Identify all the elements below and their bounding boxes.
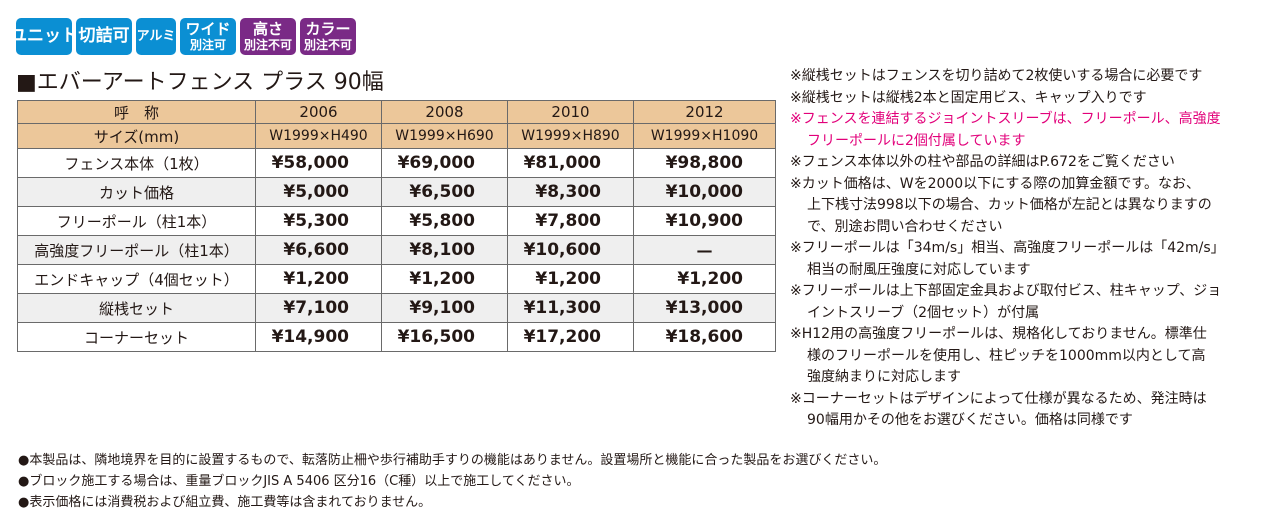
price-cell: ¥10,000 xyxy=(633,177,776,207)
product-title: ■エバーアートフェンス プラス 90幅 xyxy=(16,70,384,95)
badge-height-label: 高さ xyxy=(252,20,283,38)
size-cell: W1999×H690 xyxy=(381,123,508,149)
badge-cuttable: 切詰可 xyxy=(76,18,132,55)
badge-unit: ユニット xyxy=(10,18,78,55)
table-row: コーナーセット ¥14,900 ¥16,500 ¥17,200 ¥18,600 xyxy=(17,322,776,352)
note-line: 様のフリーポールを使用し、柱ピッチを1000mm以内として高 xyxy=(807,347,1206,364)
size-cell: W1999×H890 xyxy=(507,123,634,149)
price-cell: ¥1,200 xyxy=(255,264,382,294)
note-line: ※フリーポールは「34m/s」相当、高強度フリーポールは「42m/s」 xyxy=(790,240,1225,256)
note-line: イントスリーブ（2個セット）が付属 xyxy=(807,304,1040,321)
note-line: ※縦桟セットはフェンスを切り詰めて2枚使いする場合に必要です xyxy=(790,68,1203,84)
note-line: 強度納まりに対応します xyxy=(807,369,961,385)
badge-color-sub: 別注不可 xyxy=(303,38,352,52)
table-header-row: 呼 称 2006 2008 2010 2012 xyxy=(17,100,776,124)
size-cell: W1999×H1090 xyxy=(633,123,776,149)
price-cell: ¥1,200 xyxy=(381,264,508,294)
price-cell: ¥17,200 xyxy=(507,322,634,352)
header-col: 2010 xyxy=(507,100,634,124)
footnote: ●ブロック施工する場合は、重量ブロックJIS A 5406 区分16（C種）以上… xyxy=(18,474,580,489)
price-cell: ¥69,000 xyxy=(381,148,508,178)
footnotes: ●本製品は、隣地境界を目的に設置するもので、転落防止柵や歩行補助手すりの機能はあ… xyxy=(18,450,886,513)
header-col: 2012 xyxy=(633,100,776,124)
footnote: ●本製品は、隣地境界を目的に設置するもので、転落防止柵や歩行補助手すりの機能はあ… xyxy=(18,453,887,468)
row-label: 縦桟セット xyxy=(17,293,256,323)
table-row: 高強度フリーポール（柱1本） ¥6,600 ¥8,100 ¥10,600 — xyxy=(17,235,776,265)
price-table: 呼 称 2006 2008 2010 2012 サイズ(mm) W1999×H4… xyxy=(17,100,776,352)
size-cell: W1999×H490 xyxy=(255,123,382,149)
price-cell: ¥10,600 xyxy=(507,235,634,265)
size-label: サイズ(mm) xyxy=(17,123,256,149)
price-cell: ¥8,100 xyxy=(381,235,508,265)
table-row: 縦桟セット ¥7,100 ¥9,100 ¥11,300 ¥13,000 xyxy=(17,293,776,323)
price-cell: ¥10,900 xyxy=(633,206,776,236)
price-cell: ¥5,000 xyxy=(255,177,382,207)
table-row: フリーポール（柱1本） ¥5,300 ¥5,800 ¥7,800 ¥10,900 xyxy=(17,206,776,236)
table-row: フェンス本体（1枚） ¥58,000 ¥69,000 ¥81,000 ¥98,8… xyxy=(17,148,776,178)
row-label: フリーポール（柱1本） xyxy=(17,206,256,236)
badge-color-label: カラー xyxy=(305,20,351,38)
price-cell: ¥1,200 xyxy=(507,264,634,294)
note-line-highlight: フリーポールに2個付属しています xyxy=(807,132,1026,149)
header-label: 呼 称 xyxy=(17,100,256,124)
price-cell: ¥7,800 xyxy=(507,206,634,236)
badge-aluminum: アルミ xyxy=(136,18,176,55)
note-line: で、別途お問い合わせください xyxy=(807,218,1003,235)
price-cell: ¥8,300 xyxy=(507,177,634,207)
note-line: ※H12用の高強度フリーポールは、規格化しておりません。標準仕 xyxy=(790,326,1207,342)
price-cell: ¥81,000 xyxy=(507,148,634,178)
price-cell: ¥7,100 xyxy=(255,293,382,323)
note-line: 90幅用かその他をお選びください。価格は同様です xyxy=(807,412,1133,428)
price-cell: ¥11,300 xyxy=(507,293,634,323)
size-row: サイズ(mm) W1999×H490 W1999×H690 W1999×H890… xyxy=(17,123,776,149)
note-line: ※フェンス本体以外の柱や部品の詳細はP.672をご覧ください xyxy=(790,154,1175,170)
price-cell: ¥5,800 xyxy=(381,206,508,236)
price-cell: ¥13,000 xyxy=(633,293,776,323)
note-line: ※フリーポールは上下部固定金具および取付ビス、柱キャップ、ジョ xyxy=(790,283,1222,299)
table-row: エンドキャップ（4個セット） ¥1,200 ¥1,200 ¥1,200 ¥1,2… xyxy=(17,264,776,294)
note-line: ※コーナーセットはデザインによって仕様が異なるため、発注時は xyxy=(790,390,1207,407)
table-row: カット価格 ¥5,000 ¥6,500 ¥8,300 ¥10,000 xyxy=(17,177,776,207)
note-line: 上下桟寸法998以下の場合、カット価格が左記とは異なりますの xyxy=(807,197,1212,213)
header-col: 2008 xyxy=(381,100,508,124)
badge-color: カラー 別注不可 xyxy=(300,18,356,55)
row-label: コーナーセット xyxy=(17,322,256,352)
price-cell: ¥16,500 xyxy=(381,322,508,352)
note-line: 相当の耐風圧強度に対応しています xyxy=(807,261,1031,278)
badge-aluminum-label: アルミ xyxy=(136,29,176,44)
note-line: ※縦桟セットは縦桟2本と固定用ビス、キャップ入りです xyxy=(790,89,1147,106)
price-cell: ¥14,900 xyxy=(255,322,382,352)
badge-wide: ワイド 別注可 xyxy=(180,18,236,55)
price-cell: ¥6,600 xyxy=(255,235,382,265)
footnote: ●表示価格には消費税および組立費、施工費等は含まれておりません。 xyxy=(18,495,432,510)
price-cell: ¥98,800 xyxy=(633,148,776,178)
row-label: 高強度フリーポール（柱1本） xyxy=(17,235,256,265)
price-cell: ¥9,100 xyxy=(381,293,508,323)
feature-badges: ユニット 切詰可 アルミ ワイド 別注可 高さ 別注不可 カラー 別注不可 xyxy=(10,18,356,55)
price-cell: ¥6,500 xyxy=(381,177,508,207)
price-cell: ¥18,600 xyxy=(633,322,776,352)
note-line-highlight: ※フェンスを連結するジョイントスリーブは、フリーポール、高強度 xyxy=(790,111,1221,127)
price-cell: ¥58,000 xyxy=(255,148,382,178)
badge-cuttable-label: 切詰可 xyxy=(78,26,130,46)
badge-unit-label: ユニット xyxy=(10,26,78,46)
badge-wide-sub: 別注可 xyxy=(189,38,226,52)
price-cell-unavailable: — xyxy=(633,235,776,265)
price-cell: ¥1,200 xyxy=(633,264,776,294)
row-label: カット価格 xyxy=(17,177,256,207)
row-label: フェンス本体（1枚） xyxy=(17,148,256,178)
header-col: 2006 xyxy=(255,100,382,124)
note-line: ※カット価格は、Wを2000以下にする際の加算金額です。なお、 xyxy=(790,175,1200,192)
price-cell: ¥5,300 xyxy=(255,206,382,236)
badge-wide-label: ワイド xyxy=(185,20,231,38)
badge-height: 高さ 別注不可 xyxy=(240,18,296,55)
row-label: エンドキャップ（4個セット） xyxy=(17,264,256,294)
notes-list: ※縦桟セットはフェンスを切り詰めて2枚使いする場合に必要です ※縦桟セットは縦桟… xyxy=(790,66,1260,432)
badge-height-sub: 別注不可 xyxy=(243,38,292,52)
